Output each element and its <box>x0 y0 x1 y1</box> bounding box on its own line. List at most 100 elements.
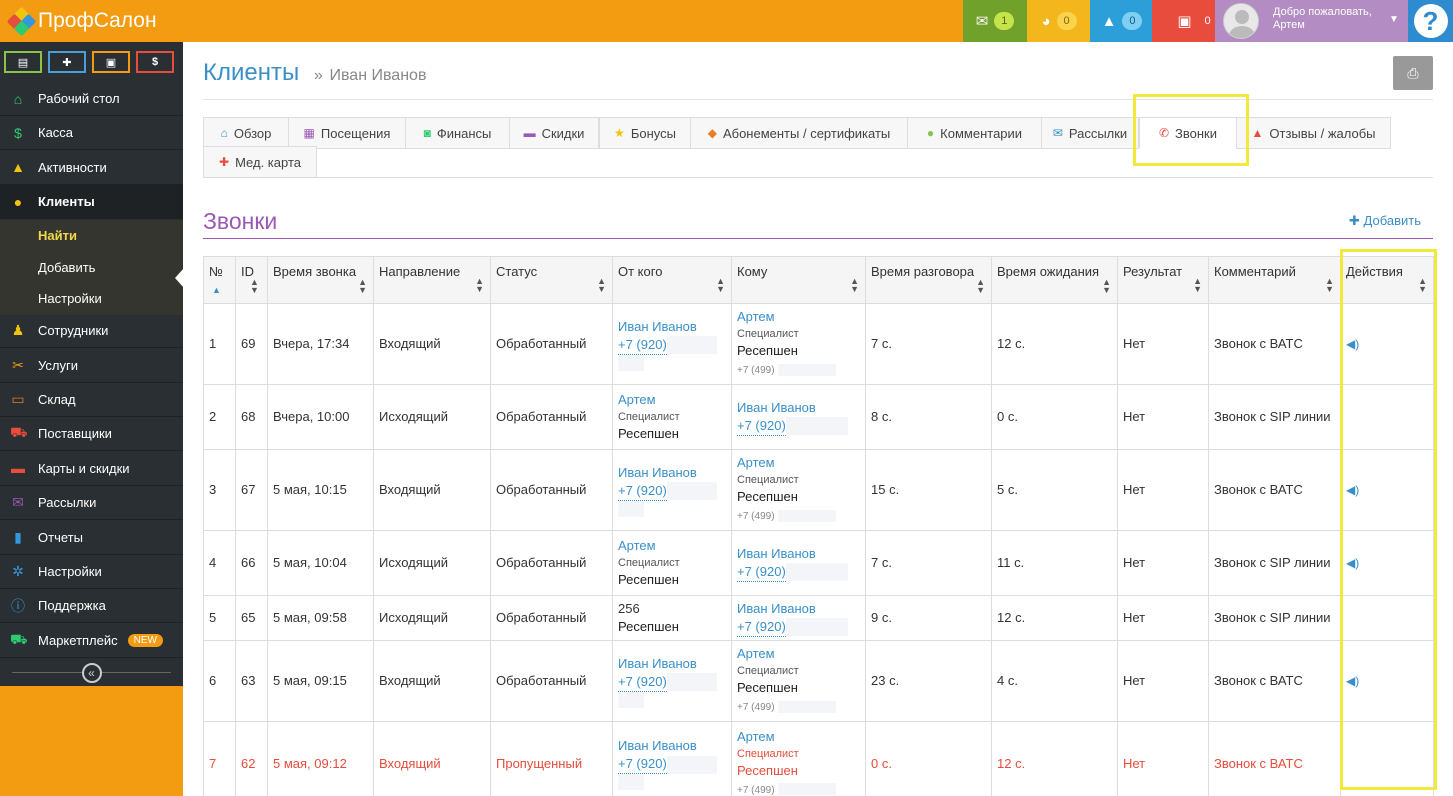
client-link[interactable]: Иван Иванов <box>618 318 697 334</box>
column-header-7[interactable]: Время разговора ▲ ▼ <box>865 256 992 304</box>
client-link[interactable]: Иван Иванов <box>618 738 697 753</box>
sidebar-subitem-2[interactable]: Настройки <box>0 282 183 315</box>
client-link[interactable]: Иван Иванов <box>737 600 816 616</box>
column-header-1[interactable]: ID ▲ ▼ <box>235 256 268 304</box>
staff-link[interactable]: Артем <box>737 728 775 744</box>
tab-star[interactable]: ★ Бонусы <box>599 117 691 149</box>
user-menu[interactable]: Добро пожаловать, Артем ▼ <box>1215 0 1408 42</box>
column-header-4[interactable]: Статус ▲ ▼ <box>490 256 613 304</box>
column-header-6[interactable]: Кому ▲ ▼ <box>731 256 866 304</box>
tab-calendar[interactable]: ▦ Посещения <box>288 117 406 149</box>
staff-link[interactable]: Артем <box>737 309 775 324</box>
question-icon: ? <box>1413 4 1448 38</box>
quick-book-icon[interactable]: ▤ <box>4 51 42 73</box>
client-link[interactable]: Иван Иванов <box>618 655 697 671</box>
sidebar-collapse[interactable]: « <box>0 660 183 686</box>
sidebar-item-9[interactable]: ✉ Рассылки <box>0 486 183 521</box>
sidebar-item-11[interactable]: ✲ Настройки <box>0 555 183 589</box>
play-audio-icon[interactable]: ◀) <box>1346 337 1360 351</box>
sidebar-item-8[interactable]: ▬ Карты и скидки <box>0 452 183 486</box>
add-call-button[interactable]: ✚ Добавить <box>1349 213 1421 229</box>
quick-dollar-icon[interactable]: $ <box>136 51 174 73</box>
sort-icon[interactable]: ▲ ▼ <box>850 276 859 294</box>
column-header-9[interactable]: Результат ▲ ▼ <box>1117 256 1209 304</box>
tab-money[interactable]: ◙ Финансы <box>405 117 510 149</box>
sort-icon[interactable]: ▲ ▼ <box>597 276 606 294</box>
staff-link[interactable]: Артем <box>737 455 775 470</box>
sidebar-item-4[interactable]: ♟ Сотрудники <box>0 314 183 349</box>
sidebar-item-2[interactable]: ▲ Активности <box>0 151 183 185</box>
sidebar-item-13[interactable]: ⛟ Маркетплейс NEW <box>0 624 183 658</box>
sort-icon[interactable]: ▲ ▼ <box>1418 276 1427 294</box>
sidebar-item-5[interactable]: ✂ Услуги <box>0 349 183 383</box>
sort-icon[interactable]: ▲ ▼ <box>250 277 259 295</box>
tab-card[interactable]: ▬ Скидки <box>509 117 599 149</box>
sidebar-item-3[interactable]: ● Клиенты <box>0 185 183 220</box>
client-link[interactable]: Иван Иванов <box>737 399 816 415</box>
sidebar-subitem-0[interactable]: Найти <box>0 219 183 252</box>
notification-bell[interactable]: ▲ 0 <box>1090 0 1154 42</box>
column-header-8[interactable]: Время ожидания ▲ ▼ <box>991 256 1118 304</box>
sort-icon[interactable]: ▲ ▼ <box>1102 277 1111 295</box>
call-comment: Звонок с ВАТС <box>1208 303 1341 385</box>
tab-home[interactable]: ⌂ Обзор <box>203 117 289 149</box>
sort-icon[interactable]: ▲ ▼ <box>1325 276 1334 294</box>
sort-icon[interactable]: ▲ ▼ <box>716 276 725 294</box>
table-row: 5 65 5 мая, 09:58 Исходящий Обработанный 256 Р… <box>203 595 1434 641</box>
sidebar-item-0[interactable]: ⌂ Рабочий стол <box>0 82 183 116</box>
phone-link[interactable]: +7 (920) <box>737 618 786 637</box>
notification-count: 0 <box>1122 12 1143 30</box>
client-link[interactable]: Иван Иванов <box>737 545 816 561</box>
phone-link[interactable]: +7 (920) <box>618 336 667 355</box>
phone-link[interactable]: +7 (920) <box>618 482 667 501</box>
sidebar-subitem-1[interactable]: Добавить <box>0 251 183 284</box>
column-header-11[interactable]: Действия ▲ ▼ <box>1340 256 1434 304</box>
quick-plus-square-icon[interactable]: ✚ <box>48 51 86 73</box>
phone-link[interactable]: +7 (920) <box>618 673 667 692</box>
column-header-5[interactable]: От кого ▲ ▼ <box>612 256 732 304</box>
print-button[interactable]: ⎙ <box>1393 56 1433 90</box>
staff-link[interactable]: Артем <box>737 646 775 661</box>
help-button[interactable]: ? <box>1408 0 1453 42</box>
sort-icon[interactable]: ▲ <box>212 285 221 295</box>
staff-link[interactable]: Артем <box>618 538 656 553</box>
column-header-3[interactable]: Направление ▲ ▼ <box>373 256 491 304</box>
tab-phone[interactable]: ✆ Звонки <box>1139 117 1237 149</box>
play-audio-icon[interactable]: ◀) <box>1346 674 1360 688</box>
column-header-2[interactable]: Время звонка ▲ ▼ <box>267 256 374 304</box>
page-title[interactable]: Клиенты <box>203 59 300 86</box>
tab-plus-circle[interactable]: ✚ Мед. карта <box>203 146 317 178</box>
call-status: Обработанный <box>490 303 613 385</box>
client-link[interactable]: Иван Иванов <box>618 464 697 480</box>
phone-mask <box>777 700 836 713</box>
phone-link[interactable]: +7 (920) <box>737 563 786 582</box>
notification-envelope[interactable]: ✉ 1 <box>963 0 1027 42</box>
tab-envelope[interactable]: ✉ Рассылки <box>1041 117 1139 149</box>
column-header-10[interactable]: Комментарий ▲ ▼ <box>1208 256 1341 304</box>
sort-icon[interactable]: ▲ ▼ <box>475 276 484 294</box>
sort-icon[interactable]: ▲ ▼ <box>976 277 985 295</box>
phone-link[interactable]: +7 (920) <box>618 755 667 774</box>
brand-logo[interactable]: ПрофСалон <box>6 6 157 37</box>
tab-comments[interactable]: ● Комментарии <box>907 117 1042 149</box>
tab-warning[interactable]: ▲ Отзывы / жалобы <box>1236 117 1391 149</box>
sidebar-item-6[interactable]: ▭ Склад <box>0 383 183 417</box>
play-audio-icon[interactable]: ◀) <box>1346 483 1360 497</box>
collapse-icon[interactable]: « <box>81 663 102 683</box>
phone-mask <box>618 354 644 371</box>
sort-icon[interactable]: ▲ ▼ <box>358 277 367 295</box>
staff-link[interactable]: Артем <box>618 392 656 407</box>
play-audio-icon[interactable]: ◀) <box>1346 556 1360 570</box>
phone-mask <box>785 417 848 436</box>
tab-ticket[interactable]: ◆ Абонементы / сертификаты <box>690 117 908 149</box>
column-header-0[interactable]: № ▲ <box>203 256 236 304</box>
sidebar-item-12[interactable]: ⓘ Поддержка <box>0 589 183 624</box>
sidebar-item-1[interactable]: $ Касса <box>0 116 183 151</box>
wait-duration: 11 с. <box>991 530 1118 596</box>
sort-icon[interactable]: ▲ ▼ <box>1193 276 1202 294</box>
sidebar-item-7[interactable]: ⛟ Поставщики <box>0 417 183 452</box>
notification-globe[interactable]: ◕ 0 <box>1027 0 1091 42</box>
phone-link[interactable]: +7 (920) <box>737 417 786 436</box>
quick-gift-icon[interactable]: ▣ <box>92 51 130 73</box>
sidebar-item-10[interactable]: ▮ Отчеты <box>0 521 183 555</box>
